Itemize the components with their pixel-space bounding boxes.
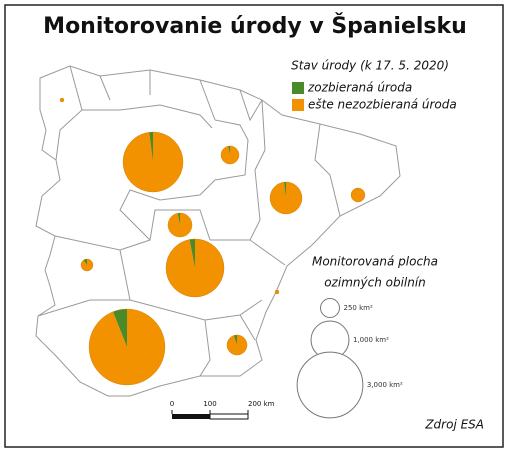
source: Zdroj ESA [424, 418, 484, 432]
legend-swatch [292, 82, 304, 94]
size-legend-title: ozimných obilnín [324, 276, 426, 290]
scale-label: 100 [203, 400, 216, 408]
size-legend-label: 3,000 km² [367, 381, 403, 389]
legend-label: ešte nezozbieraná úroda [308, 98, 457, 112]
size-legend-title: Monitorovaná plocha [312, 255, 438, 269]
size-legend-circle [297, 352, 363, 418]
pie-slice-not-harvested [89, 309, 165, 385]
scale-bar-white [210, 414, 248, 419]
scale-label: 200 km [248, 400, 275, 408]
legend-label: zozbieraná úroda [307, 81, 412, 95]
title: Monitorovanie úrody v Španielsku [43, 13, 467, 39]
scale-label: 0 [170, 400, 174, 408]
size-legend-label: 1,000 km² [353, 336, 389, 344]
scale-bar-black [172, 414, 210, 419]
size-legend-label: 250 km² [343, 304, 372, 312]
legend-swatch [292, 99, 304, 111]
legend-title: Stav úrody (k 17. 5. 2020) [291, 59, 449, 73]
pie-slice-not-harvested [123, 132, 183, 192]
size-legend-circle [321, 299, 340, 318]
